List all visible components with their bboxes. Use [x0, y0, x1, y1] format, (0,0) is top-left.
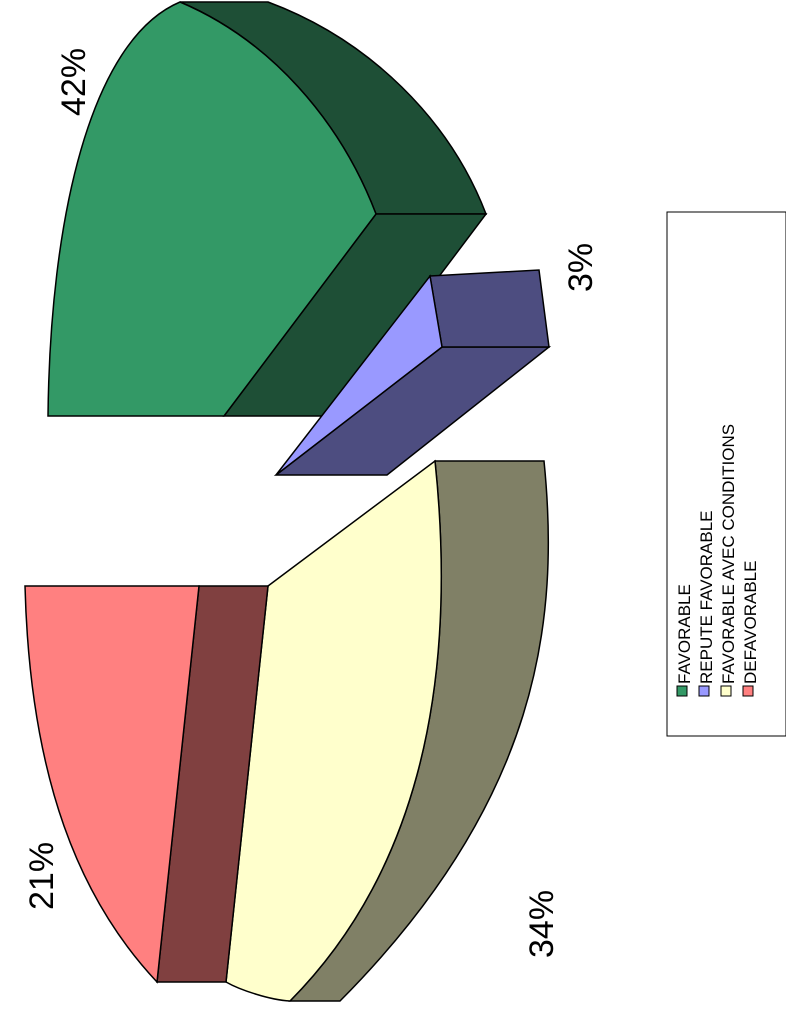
legend-box [666, 211, 786, 737]
data-label-defavorable: 21% [23, 842, 61, 910]
legend-label-favorable-avec-conditions: FAVORABLE AVEC CONDITIONS [719, 424, 738, 684]
legend-swatch-favorable [676, 685, 688, 697]
slice-repute-favorable-top [275, 274, 443, 476]
legend-label-defavorable: DEFAVORABLE [741, 561, 760, 684]
slice-repute-favorable-edge [429, 269, 550, 348]
slice-repute-favorable [273, 269, 552, 476]
data-label-favorable: 42% [55, 48, 93, 116]
legend-label-favorable: FAVORABLE [675, 584, 694, 684]
slice-defavorable [24, 585, 269, 984]
slice-favorable-avec-conditions-top [225, 459, 443, 1002]
slice-favorable [47, 1, 488, 417]
legend-swatch-repute-favorable [698, 685, 710, 697]
legend: FAVORABLE REPUTE FAVORABLE FAVORABLE AVE… [666, 211, 786, 737]
slice-favorable-avec-conditions [225, 459, 550, 1002]
data-label-repute-favorable: 3% [562, 243, 600, 292]
legend-label-repute-favorable: REPUTE FAVORABLE [697, 510, 716, 684]
legend-swatch-favorable-avec-conditions [720, 685, 732, 697]
slice-favorable-top [47, 1, 377, 417]
legend-swatch-defavorable [742, 685, 754, 697]
slice-defavorable-top [24, 585, 200, 984]
data-label-favorable-avec-conditions: 34% [523, 890, 561, 958]
